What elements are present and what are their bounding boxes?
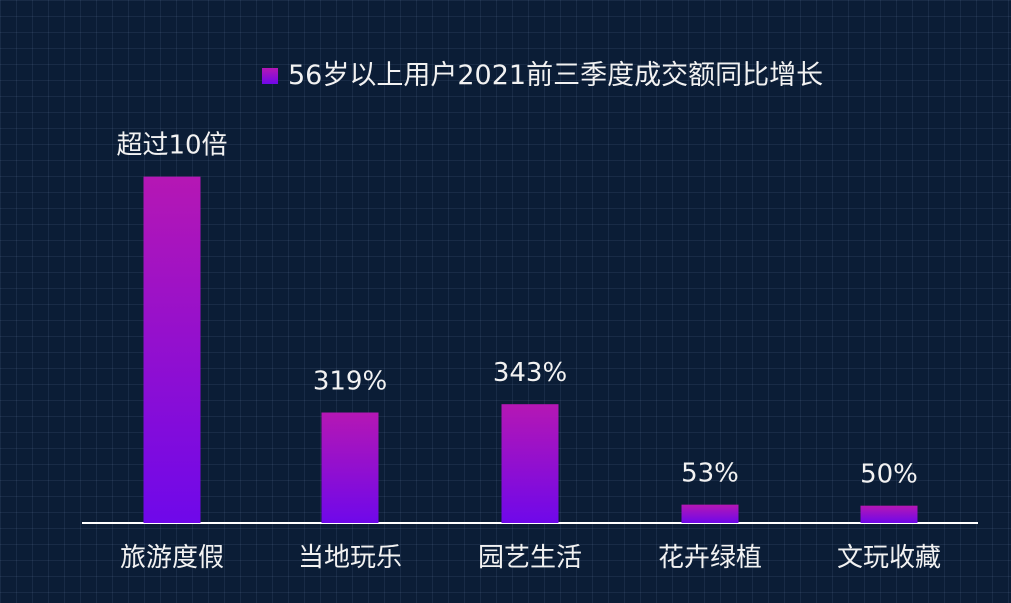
data-label-5: 50%	[860, 460, 918, 490]
x-tick-label-5: 文玩收藏	[837, 543, 941, 573]
bar-4	[681, 504, 739, 523]
legend: 56岁以上用户2021前三季度成交额同比增长	[262, 58, 823, 94]
legend-swatch	[262, 68, 278, 84]
x-tick-label-2: 当地玩乐	[298, 543, 402, 573]
x-tick-label-3: 园艺生活	[478, 543, 582, 573]
bar-5	[860, 505, 918, 523]
data-label-2: 319%	[313, 367, 387, 397]
x-tick-label-4: 花卉绿植	[658, 543, 762, 573]
bar-1	[143, 176, 201, 524]
x-tick-label-1: 旅游度假	[120, 543, 224, 573]
bar-3	[501, 404, 559, 523]
data-label-4: 53%	[681, 459, 739, 489]
data-label-3: 343%	[493, 358, 567, 388]
data-label-1: 超过10倍	[116, 131, 227, 161]
bar-2	[321, 412, 379, 523]
legend-label: 56岁以上用户2021前三季度成交额同比增长	[288, 60, 824, 91]
